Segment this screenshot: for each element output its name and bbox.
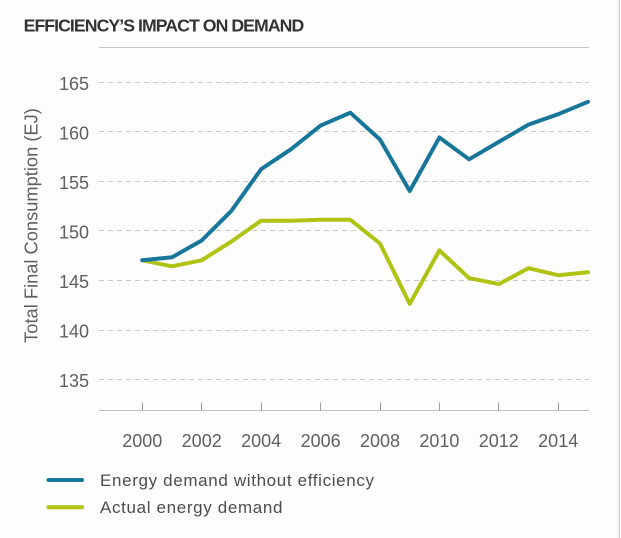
- svg-text:2002: 2002: [182, 431, 222, 451]
- svg-text:2006: 2006: [301, 431, 341, 451]
- svg-text:Actual energy demand: Actual energy demand: [100, 498, 283, 517]
- svg-text:Total Final Consumption (EJ): Total Final Consumption (EJ): [20, 108, 41, 343]
- svg-text:2008: 2008: [360, 431, 400, 451]
- svg-text:2000: 2000: [122, 431, 162, 451]
- svg-text:145: 145: [59, 272, 89, 292]
- svg-text:EFFICIENCY’S IMPACT ON DEMAND: EFFICIENCY’S IMPACT ON DEMAND: [24, 15, 305, 35]
- svg-text:140: 140: [59, 322, 89, 342]
- svg-text:2012: 2012: [479, 431, 519, 451]
- svg-text:Energy demand without efficien: Energy demand without efficiency: [100, 471, 375, 490]
- svg-text:155: 155: [59, 173, 89, 193]
- svg-text:135: 135: [59, 371, 89, 391]
- svg-text:2010: 2010: [419, 431, 459, 451]
- svg-text:160: 160: [59, 124, 89, 144]
- svg-text:2014: 2014: [538, 431, 578, 451]
- svg-text:2004: 2004: [241, 431, 281, 451]
- svg-text:165: 165: [59, 74, 89, 94]
- svg-text:150: 150: [59, 223, 89, 243]
